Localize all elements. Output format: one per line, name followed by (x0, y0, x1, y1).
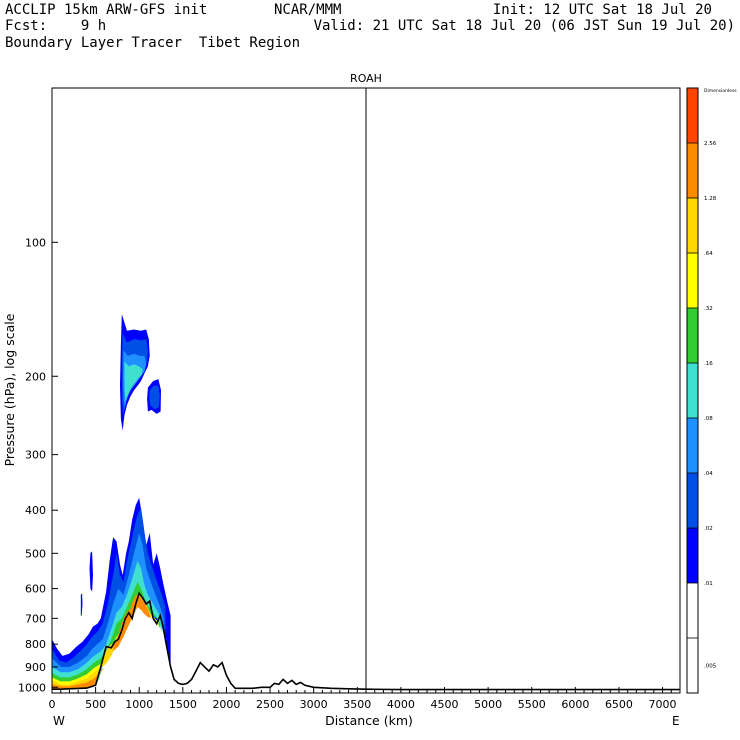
y-axis-label: Pressure (hPa), log scale (2, 313, 17, 466)
y-tick-label: 200 (25, 370, 46, 383)
x-tick-label: 1500 (169, 698, 197, 711)
colorbar-segment (687, 88, 698, 143)
header-line3-left: Boundary Layer Tracer Tibet Region (5, 35, 301, 51)
colorbar-segment (687, 583, 698, 638)
x-axis-label: Distance (km) (325, 713, 413, 728)
colorbar-segment (687, 528, 698, 583)
header-line2-right: Valid: 21 UTC Sat 18 Jul 20 (06 JST Sun … (313, 18, 735, 34)
colorbar-label: Dimensionless (704, 88, 737, 94)
y-tick-label: 700 (25, 612, 46, 625)
x-tick-label: 0 (49, 698, 56, 711)
colorbar-segment (687, 473, 698, 528)
x-tick-label: 3000 (300, 698, 328, 711)
header-line2-left: Fcst: 9 h (5, 18, 107, 34)
y-tick-label: 300 (25, 449, 46, 462)
header-line1-left: ACCLIP 15km ARW-GFS init (5, 2, 208, 18)
x-axis: 0 500 1000 1500 2000 2500 3000 3500 4000 4500 5000… (49, 687, 677, 711)
x-tick-label: 2000 (212, 698, 240, 711)
x-tick-label: 6500 (605, 698, 633, 711)
tracer-contour-0-3 (89, 551, 93, 592)
tracer-contour-3-1 (124, 361, 143, 402)
y-axis: 100 200 300 400 500 600 700 800 900 1000 (18, 236, 58, 694)
terrain-line (52, 591, 680, 691)
direction-east: E (672, 714, 680, 728)
direction-west: W (53, 714, 65, 728)
colorbar-label: .32 (704, 306, 713, 312)
x-tick-label: 6000 (561, 698, 589, 711)
y-tick-label: 400 (25, 504, 46, 517)
x-tick-label: 500 (85, 698, 106, 711)
x-tick-label: 2500 (256, 698, 284, 711)
colorbar-segment (687, 253, 698, 308)
tracer-contour-1-2 (149, 385, 160, 410)
tracer-contour-7-1 (113, 594, 152, 652)
colorbar-label: .01 (704, 581, 713, 587)
y-tick-label: 100 (25, 236, 46, 249)
header-line1-center: NCAR/MMM (274, 2, 342, 18)
chart-title: ROAH (350, 72, 382, 85)
x-tick-label: 5000 (474, 698, 502, 711)
y-tick-label: 600 (25, 583, 46, 596)
header-line1-right: Init: 12 UTC Sat 18 Jul 20 (492, 2, 712, 18)
colorbar-segment (687, 143, 698, 198)
colorbar-label: .02 (704, 526, 713, 532)
y-tick-label: 1000 (18, 681, 46, 694)
x-tick-label: 3500 (343, 698, 371, 711)
colorbar-segment (687, 638, 698, 693)
tracer-contour-4-0 (52, 582, 161, 689)
colorbar-segment (687, 308, 698, 363)
x-tick-label: 7000 (649, 698, 677, 711)
y-tick-label: 500 (25, 547, 46, 560)
tracer-contour-7-0 (52, 666, 105, 690)
colorbar-frame (686, 87, 699, 694)
colorbar-label: .04 (704, 471, 713, 477)
colorbar-label: .08 (704, 416, 713, 422)
colorbar: Dimensionless 2.56 1.28 .64 .32 .16 .08 .04 .02.… (686, 87, 737, 694)
y-tick-label: 800 (25, 638, 46, 651)
colorbar-segment (687, 198, 698, 253)
colorbar-label: .64 (704, 251, 713, 257)
y-tick-label: 900 (25, 661, 46, 674)
x-tick-label: 5500 (518, 698, 546, 711)
colorbar-label: 2.56 (704, 141, 717, 147)
colorbar-segment (687, 363, 698, 418)
x-tick-label: 4000 (387, 698, 415, 711)
x-tick-label: 4500 (431, 698, 459, 711)
colorbar-label: 1.28 (704, 196, 717, 202)
x-tick-label: 1000 (125, 698, 153, 711)
colorbar-label: .16 (704, 361, 713, 367)
tracer-layers (52, 314, 171, 690)
tracer-contour-0-4 (80, 593, 83, 616)
colorbar-label: .005 (704, 664, 717, 670)
colorbar-segment (687, 418, 698, 473)
